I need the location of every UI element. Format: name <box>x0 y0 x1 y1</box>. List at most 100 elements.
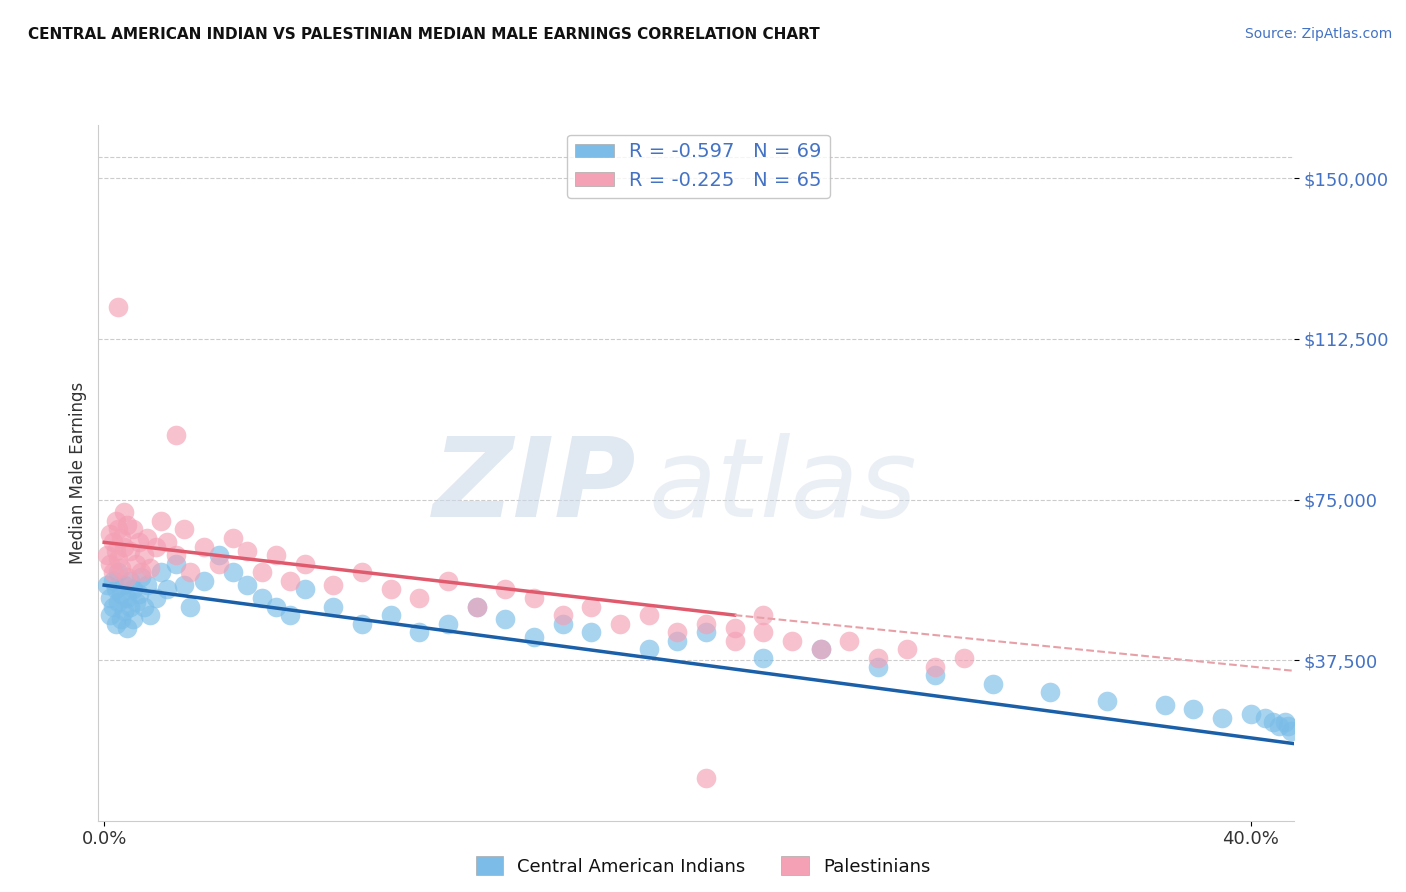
Point <box>101 599 124 614</box>
Point <box>115 518 138 533</box>
Point <box>551 616 574 631</box>
Point <box>896 642 918 657</box>
Point <box>165 428 187 442</box>
Point <box>609 616 631 631</box>
Point <box>124 595 146 609</box>
Legend: R = -0.597   N = 69, R = -0.225   N = 65: R = -0.597 N = 69, R = -0.225 N = 65 <box>567 135 830 198</box>
Point <box>150 514 173 528</box>
Point <box>1211 711 1233 725</box>
Point <box>408 591 430 605</box>
Point <box>104 544 127 558</box>
Point <box>110 612 132 626</box>
Point <box>352 616 374 631</box>
Point <box>695 616 717 631</box>
Point <box>810 642 832 657</box>
Point <box>1254 711 1277 725</box>
Point <box>1263 715 1285 730</box>
Point <box>145 591 167 605</box>
Point <box>124 557 146 571</box>
Point <box>98 557 121 571</box>
Point <box>121 582 143 597</box>
Point <box>131 566 153 580</box>
Point <box>101 574 124 588</box>
Point <box>866 651 889 665</box>
Point <box>222 531 245 545</box>
Point <box>437 616 460 631</box>
Point <box>98 526 121 541</box>
Point <box>101 566 124 580</box>
Point <box>98 591 121 605</box>
Point <box>110 531 132 545</box>
Point <box>695 625 717 640</box>
Point <box>128 587 150 601</box>
Point <box>139 561 162 575</box>
Point <box>139 608 162 623</box>
Point <box>145 540 167 554</box>
Point <box>107 552 129 566</box>
Point <box>165 557 187 571</box>
Point <box>380 608 402 623</box>
Point <box>112 505 135 519</box>
Point <box>1182 702 1205 716</box>
Point <box>107 566 129 580</box>
Point <box>104 616 127 631</box>
Point <box>494 582 516 597</box>
Point <box>953 651 976 665</box>
Point <box>752 625 775 640</box>
Point <box>98 608 121 623</box>
Point <box>236 544 259 558</box>
Point <box>250 591 273 605</box>
Point <box>107 300 129 314</box>
Point <box>121 523 143 537</box>
Legend: Central American Indians, Palestinians: Central American Indians, Palestinians <box>468 849 938 883</box>
Point <box>134 599 156 614</box>
Point <box>208 548 231 562</box>
Point <box>208 557 231 571</box>
Point <box>104 514 127 528</box>
Point <box>322 599 344 614</box>
Point <box>866 659 889 673</box>
Point <box>924 659 946 673</box>
Point <box>118 599 141 614</box>
Point <box>322 578 344 592</box>
Point <box>128 535 150 549</box>
Text: atlas: atlas <box>648 434 917 541</box>
Point <box>112 540 135 554</box>
Point <box>1153 698 1175 712</box>
Point <box>981 676 1004 690</box>
Point <box>838 633 860 648</box>
Point <box>280 608 302 623</box>
Point <box>165 548 187 562</box>
Point <box>150 566 173 580</box>
Point <box>551 608 574 623</box>
Point <box>115 591 138 605</box>
Point <box>115 569 138 583</box>
Point <box>110 561 132 575</box>
Point <box>136 531 159 545</box>
Point <box>924 668 946 682</box>
Point <box>294 582 316 597</box>
Point <box>96 578 118 592</box>
Point <box>494 612 516 626</box>
Point <box>131 569 153 583</box>
Point <box>465 599 488 614</box>
Point <box>465 599 488 614</box>
Point <box>581 625 603 640</box>
Y-axis label: Median Male Earnings: Median Male Earnings <box>69 382 87 564</box>
Point <box>752 651 775 665</box>
Point <box>523 591 546 605</box>
Point <box>1268 719 1291 733</box>
Point <box>352 566 374 580</box>
Point <box>110 587 132 601</box>
Point <box>581 599 603 614</box>
Point <box>780 633 803 648</box>
Point <box>112 604 135 618</box>
Point <box>752 608 775 623</box>
Text: Source: ZipAtlas.com: Source: ZipAtlas.com <box>1244 27 1392 41</box>
Text: CENTRAL AMERICAN INDIAN VS PALESTINIAN MEDIAN MALE EARNINGS CORRELATION CHART: CENTRAL AMERICAN INDIAN VS PALESTINIAN M… <box>28 27 820 42</box>
Point <box>96 548 118 562</box>
Point <box>156 582 179 597</box>
Point <box>666 633 689 648</box>
Point <box>724 621 747 635</box>
Point <box>1274 715 1296 730</box>
